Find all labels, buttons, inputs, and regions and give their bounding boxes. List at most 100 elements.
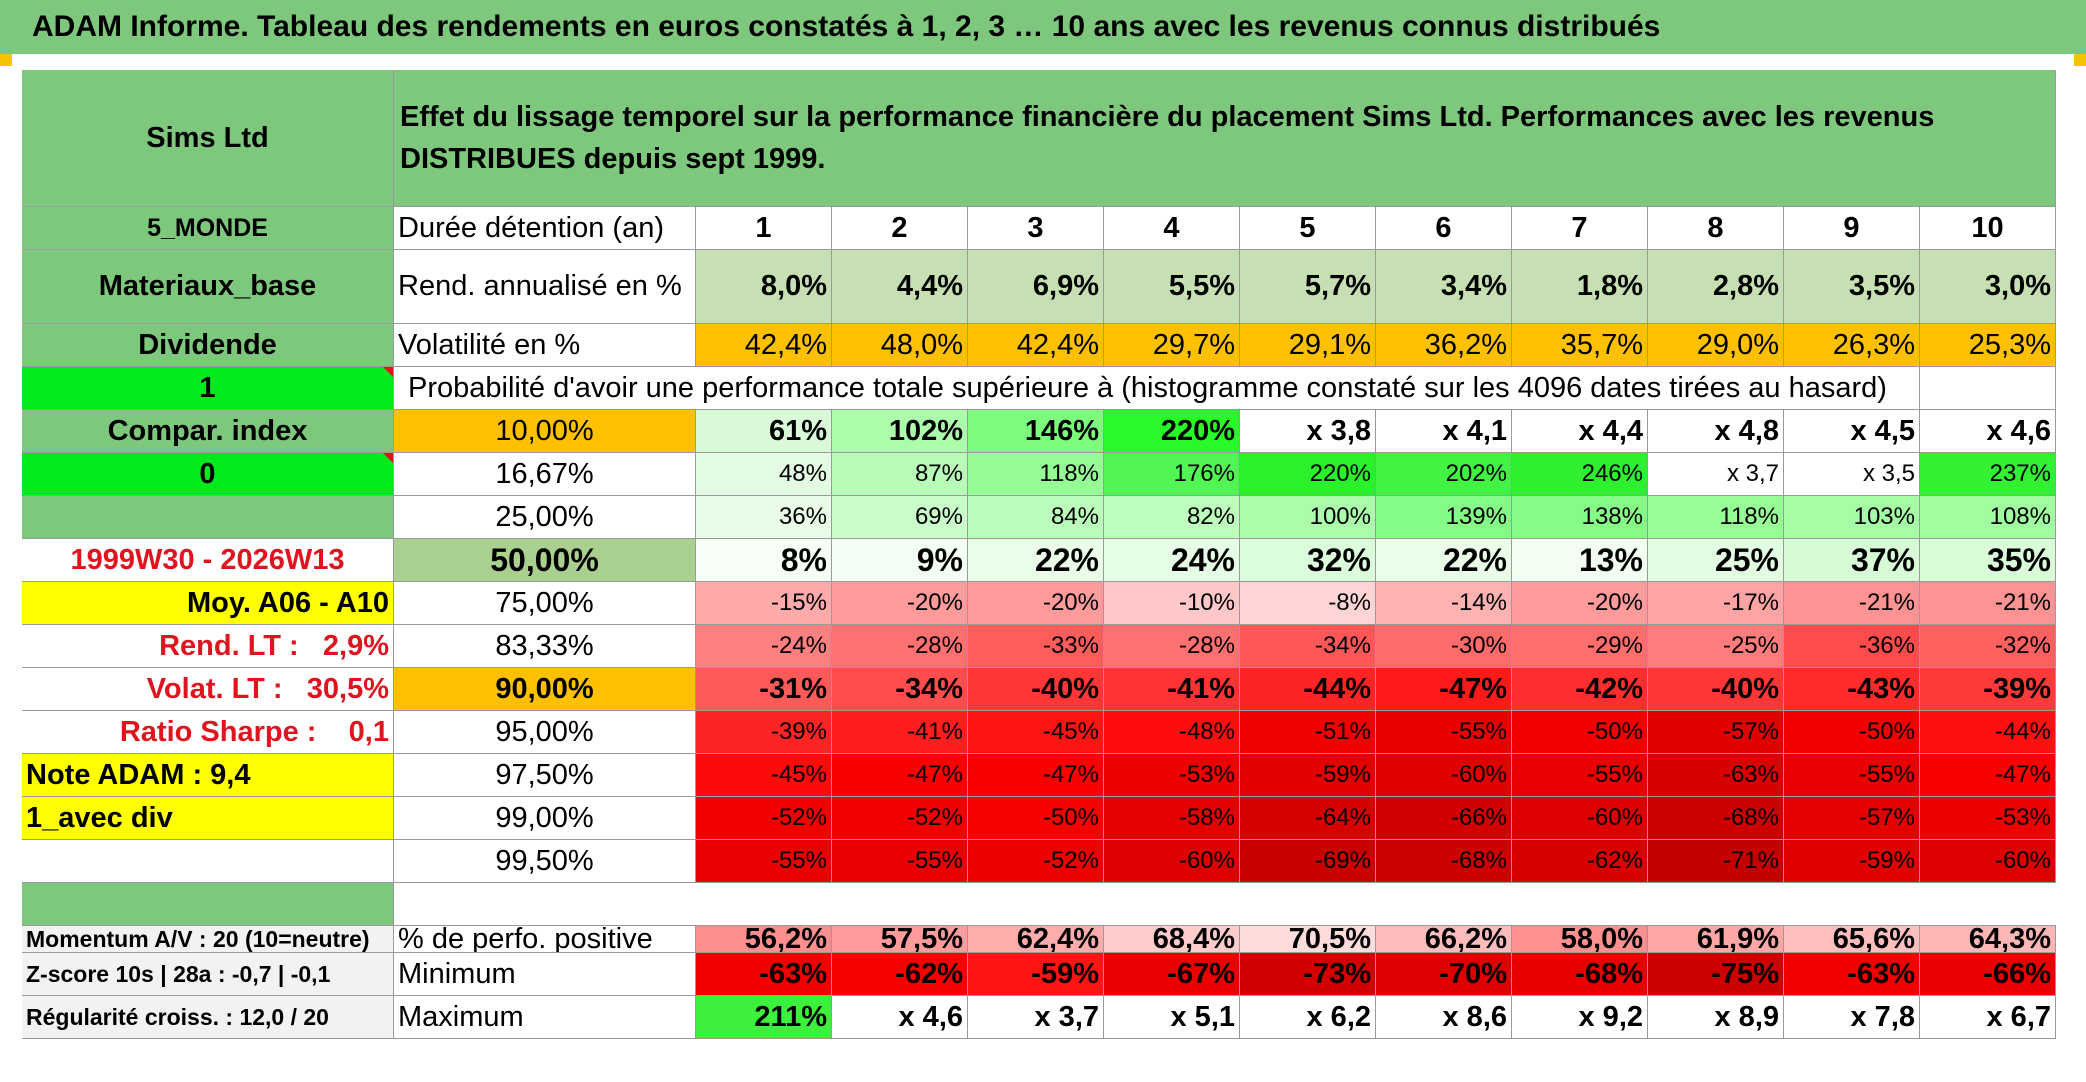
quantile-cell: x 4,1 (1376, 410, 1512, 453)
probability-label: Probabilité d'avoir une performance tota… (394, 367, 1920, 410)
quantile-cell: -40% (1648, 668, 1784, 711)
rend-lt: Rend. LT : 2,9% (22, 625, 394, 668)
quantile-label: 75,00% (394, 582, 696, 625)
min-cell: -67% (1104, 953, 1240, 996)
quantile-cell: -29% (1512, 625, 1648, 668)
quantile-cell: 9% (832, 539, 968, 582)
quantile-cell: 61% (696, 410, 832, 453)
corner-marker (2074, 54, 2086, 66)
quantile-cell: x 4,8 (1648, 410, 1784, 453)
rend-cell: 5,5% (1104, 250, 1240, 324)
quantile-cell: 102% (832, 410, 968, 453)
year-header: 7 (1512, 207, 1648, 250)
pos-cell: 58,0% (1512, 926, 1648, 953)
quantile-label: 25,00% (394, 496, 696, 539)
vol-cell: 35,7% (1512, 324, 1648, 367)
quantile-cell: x 3,7 (1648, 453, 1784, 496)
quantile-cell: -28% (832, 625, 968, 668)
quantile-cell: -60% (1920, 840, 2056, 883)
vol-cell: 29,7% (1104, 324, 1240, 367)
quantile-cell: 87% (832, 453, 968, 496)
quantile-cell: -20% (968, 582, 1104, 625)
pos-label: % de perfo. positive (394, 926, 696, 953)
regularite-label: Régularité croiss. : 12,0 / 20 (22, 996, 394, 1039)
quantile-label: 90,00% (394, 668, 696, 711)
quantile-cell: -60% (1376, 754, 1512, 797)
pos-cell: 62,4% (968, 926, 1104, 953)
duration-label: Durée détention (an) (394, 207, 696, 250)
quantile-label: 83,33% (394, 625, 696, 668)
pos-cell: 66,2% (1376, 926, 1512, 953)
pos-cell: 68,4% (1104, 926, 1240, 953)
quantile-cell: -50% (1784, 711, 1920, 754)
quantile-label: 99,00% (394, 797, 696, 840)
quantile-cell: -43% (1784, 668, 1920, 711)
zone-label: 5_MONDE (22, 207, 394, 250)
quantile-cell: -33% (968, 625, 1104, 668)
min-cell: -70% (1376, 953, 1512, 996)
quantile-cell: 25% (1648, 539, 1784, 582)
year-header: 9 (1784, 207, 1920, 250)
quantile-cell: 108% (1920, 496, 2056, 539)
quantile-cell: -34% (1240, 625, 1376, 668)
quantile-cell: -68% (1648, 797, 1784, 840)
quantile-cell: -45% (968, 711, 1104, 754)
year-header: 3 (968, 207, 1104, 250)
table-description: Effet du lissage temporel sur la perform… (394, 70, 2056, 207)
quantile-cell: 24% (1104, 539, 1240, 582)
quantile-cell: -14% (1376, 582, 1512, 625)
quantile-label: 16,67% (394, 453, 696, 496)
max-cell: x 6,7 (1920, 996, 2056, 1039)
volat-lt: Volat. LT : 30,5% (22, 668, 394, 711)
rend-label: Rend. annualisé en % (394, 250, 696, 324)
ratio-sharpe: Ratio Sharpe : 0,1 (22, 711, 394, 754)
rend-cell: 3,5% (1784, 250, 1920, 324)
quantile-cell: 220% (1104, 410, 1240, 453)
quantile-cell: -34% (832, 668, 968, 711)
max-cell: x 3,7 (968, 996, 1104, 1039)
quantile-cell: 22% (968, 539, 1104, 582)
quantile-cell: 48% (696, 453, 832, 496)
quantile-cell: -28% (1104, 625, 1240, 668)
quantile-cell: -21% (1920, 582, 2056, 625)
quantile-cell: -57% (1648, 711, 1784, 754)
quantile-cell: 139% (1376, 496, 1512, 539)
quantile-cell: 237% (1920, 453, 2056, 496)
quantile-cell: -45% (696, 754, 832, 797)
quantile-cell: 8% (696, 539, 832, 582)
rend-cell: 4,4% (832, 250, 968, 324)
max-cell: x 5,1 (1104, 996, 1240, 1039)
quantile-cell: 100% (1240, 496, 1376, 539)
quantile-cell: 103% (1784, 496, 1920, 539)
quantile-cell: 146% (968, 410, 1104, 453)
selector-0[interactable]: 0 (22, 453, 394, 496)
vol-label: Volatilité en % (394, 324, 696, 367)
pos-cell: 64,3% (1920, 926, 2056, 953)
quantile-cell: 220% (1240, 453, 1376, 496)
quantile-cell: -52% (696, 797, 832, 840)
quantile-cell: 246% (1512, 453, 1648, 496)
quantile-cell: 35% (1920, 539, 2056, 582)
selector-1[interactable]: 1 (22, 367, 394, 410)
year-header: 8 (1648, 207, 1784, 250)
quantile-label: 10,00% (394, 410, 696, 453)
quantile-cell: 118% (968, 453, 1104, 496)
quantile-cell: -52% (968, 840, 1104, 883)
zscore-label: Z-score 10s | 28a : -0,7 | -0,1 (22, 953, 394, 996)
vol-cell: 29,1% (1240, 324, 1376, 367)
quantile-cell: -24% (696, 625, 832, 668)
note-adam: Note ADAM : 9,4 (22, 754, 394, 797)
quantile-cell: -57% (1784, 797, 1920, 840)
rend-cell: 6,9% (968, 250, 1104, 324)
quantile-cell: -17% (1648, 582, 1784, 625)
mode-label: 1_avec div (22, 797, 394, 840)
max-cell: x 8,9 (1648, 996, 1784, 1039)
quantile-cell: -48% (1104, 711, 1240, 754)
min-cell: -63% (1784, 953, 1920, 996)
quantile-cell: -51% (1240, 711, 1376, 754)
quantile-cell: 84% (968, 496, 1104, 539)
corner-marker (0, 54, 12, 66)
fund-name: Sims Ltd (22, 70, 394, 207)
min-cell: -62% (832, 953, 968, 996)
report-title: ADAM Informe. Tableau des rendements en … (0, 0, 2086, 54)
